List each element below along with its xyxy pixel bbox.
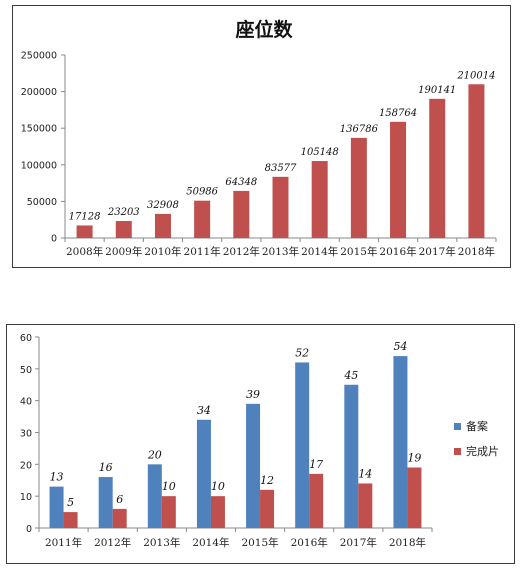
bar — [311, 161, 328, 238]
y-tick-label: 50 — [20, 365, 32, 376]
chart-title: 座位数 — [235, 18, 293, 41]
data-label: 19 — [407, 452, 421, 465]
y-tick-label: 40 — [20, 397, 32, 408]
data-label: 45 — [343, 369, 358, 382]
data-label: 23203 — [107, 207, 140, 218]
data-label: 50986 — [186, 187, 218, 198]
bar-series-2 — [260, 489, 275, 528]
seat-count-chart: 座位数 0 50000 100000 150000 200000 250000 17128 20… — [21, 18, 497, 258]
x-tick-label: 2008年 — [66, 245, 103, 258]
bar-series-2 — [112, 508, 127, 528]
film-count-chart: 0 10 20 30 40 50 60 135 2011年 16 6 2012年 20 10 2013年 34… — [20, 333, 499, 549]
bar — [429, 98, 446, 238]
legend-label: 完成片 — [466, 444, 499, 458]
bar-series-2 — [358, 483, 373, 528]
legend-label: 备案 — [466, 419, 488, 433]
bar-series-2 — [309, 473, 324, 528]
bar-series-1 — [147, 464, 162, 528]
x-tick-label: 2011年 — [45, 536, 82, 549]
x-tick-label: 2018年 — [458, 245, 495, 258]
bar-series-1 — [49, 486, 64, 528]
bar — [468, 84, 485, 239]
x-tick-label: 2012年 — [223, 245, 260, 258]
data-label: 14 — [358, 467, 372, 480]
y-tick-label: 0 — [51, 234, 57, 245]
data-label: 105148 — [301, 147, 339, 158]
y-tick-label: 250000 — [21, 51, 57, 62]
x-tick-label: 2015年 — [340, 245, 377, 258]
bar — [154, 213, 171, 238]
legend-swatch — [454, 423, 461, 430]
data-label: 10 — [211, 480, 225, 493]
x-tick-label: 2013年 — [143, 536, 180, 549]
data-label: 13 — [50, 471, 64, 484]
x-tick-label: 2014年 — [301, 245, 338, 258]
seat-count-chart-panel: 座位数 0 50000 100000 150000 200000 250000 17128 20… — [12, 5, 511, 268]
y-tick-label: 100000 — [21, 160, 57, 171]
x-tick-label: 2018年 — [389, 536, 426, 549]
y-tick-label: 0 — [26, 524, 32, 535]
y-tick-label: 50000 — [27, 197, 57, 208]
x-tick-label: 2016年 — [379, 245, 416, 258]
data-label: 34 — [197, 404, 211, 417]
bar — [233, 190, 250, 238]
x-tick-label: 2010年 — [144, 245, 181, 258]
data-label: 12 — [260, 474, 274, 487]
bar-series-2 — [407, 467, 422, 528]
x-tick-label: 2009年 — [105, 245, 142, 258]
film-count-chart-panel: 0 10 20 30 40 50 60 13 5 2011年 16 6 2012年 20 10 2013年 34… — [6, 324, 515, 564]
y-tick-label: 10 — [20, 492, 32, 503]
data-label: 17 — [309, 458, 323, 471]
bar — [390, 121, 407, 238]
bar-series-1 — [246, 403, 261, 528]
x-tick-label: 2015年 — [241, 536, 278, 549]
y-tick-label: 20 — [20, 460, 32, 471]
bar-series-2 — [63, 512, 78, 528]
bar-series-1 — [344, 384, 359, 528]
bar — [194, 200, 211, 238]
x-tick-label: 2011年 — [184, 245, 221, 258]
data-label: 210014 — [456, 70, 495, 81]
bar — [350, 137, 367, 238]
data-label: 32908 — [147, 200, 179, 211]
data-label: 190141 — [418, 85, 456, 96]
y-tick-label: 60 — [20, 333, 32, 344]
x-tick-label: 2013年 — [262, 245, 299, 258]
x-tick-label: 2012年 — [94, 536, 131, 549]
bar-series-1 — [98, 477, 113, 528]
data-label: 64348 — [225, 177, 257, 188]
bar — [76, 225, 93, 238]
data-label: 39 — [246, 388, 260, 401]
data-label: 5 — [67, 496, 74, 509]
bar-series-1 — [393, 356, 408, 528]
data-label: 83577 — [265, 163, 297, 174]
legend-swatch — [454, 448, 461, 455]
y-tick-label: 30 — [20, 429, 32, 440]
bar-series-1 — [295, 362, 310, 528]
bar-series-2 — [161, 496, 176, 528]
x-tick-label: 2014年 — [192, 536, 229, 549]
x-tick-label: 2017年 — [340, 536, 377, 549]
x-tick-label: 2017年 — [419, 245, 456, 258]
data-label: 136786 — [340, 124, 379, 135]
bar-series-2 — [210, 496, 225, 528]
data-label: 6 — [116, 493, 123, 506]
y-tick-label: 150000 — [21, 124, 57, 135]
data-label: 17128 — [69, 211, 101, 222]
bar-series-1 — [196, 419, 211, 528]
data-label: 10 — [162, 480, 176, 493]
data-label: 20 — [147, 448, 162, 461]
data-label: 54 — [393, 340, 407, 353]
data-label: 52 — [295, 346, 309, 359]
y-tick-label: 200000 — [21, 87, 57, 98]
data-label: 158764 — [379, 108, 417, 119]
data-label: 16 — [99, 461, 113, 474]
bar — [272, 176, 289, 238]
x-tick-label: 2016年 — [291, 536, 328, 549]
bar — [115, 221, 132, 238]
